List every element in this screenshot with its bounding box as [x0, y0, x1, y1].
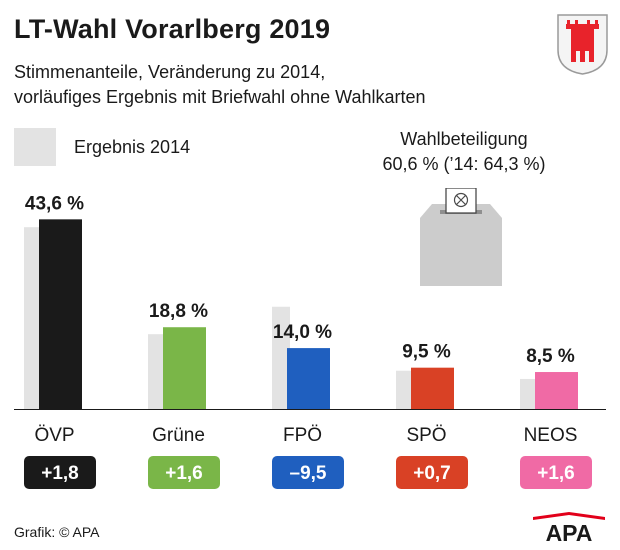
chart-subtitle-line-1: Stimmenanteile, Veränderung zu 2014, [14, 62, 326, 82]
vorarlberg-crest-icon [557, 14, 608, 75]
chart-subtitle-line-2: vorläufiges Ergebnis mit Briefwahl ohne … [14, 87, 426, 107]
bar-2014-oevp [24, 227, 42, 409]
bar-2019-gruene [163, 327, 206, 409]
value-label-neos: 8,5 % [526, 346, 575, 367]
legend-label-2014: Ergebnis 2014 [74, 137, 191, 157]
value-label-gruene: 18,8 % [149, 301, 208, 322]
change-label-gruene: +1,6 [165, 463, 203, 484]
change-badge-oevp [24, 456, 96, 489]
change-badge-gruene [148, 456, 220, 489]
chart-title: LT-Wahl Vorarlberg 2019 [14, 14, 331, 44]
change-badge-spoe [396, 456, 468, 489]
category-label-neos: NEOS [524, 425, 578, 446]
category-label-oevp: ÖVP [34, 425, 74, 446]
bar-2014-neos [520, 378, 538, 409]
crest-banner [566, 20, 599, 62]
turnout-title: Wahlbeteiligung [400, 129, 528, 149]
bar-2014-fpoe [272, 306, 290, 409]
value-label-spoe: 9,5 % [402, 342, 451, 363]
value-label-oevp: 43,6 % [25, 193, 84, 214]
apa-logo-icon: APA [533, 512, 605, 542]
legend-swatch-2014 [14, 128, 56, 166]
bar-2019-spoe [411, 367, 454, 409]
change-badge-neos [520, 456, 592, 489]
bar-2019-neos [535, 372, 578, 409]
change-badge-fpoe [272, 456, 344, 489]
footer-credit: Grafik: © APA [14, 524, 100, 540]
turnout-value: 60,6 % (’14: 64,3 %) [382, 154, 546, 174]
value-label-fpoe: 14,0 % [273, 322, 332, 343]
bar-2019-oevp [39, 219, 82, 409]
category-label-fpoe: FPÖ [283, 425, 322, 446]
change-label-fpoe: –9,5 [290, 463, 327, 484]
ballot-box-icon [420, 188, 502, 286]
category-label-spoe: SPÖ [406, 425, 446, 446]
apa-logo-text: APA [546, 520, 593, 542]
change-label-oevp: +1,8 [41, 463, 79, 484]
category-label-gruene: Grüne [152, 425, 205, 446]
bar-2014-gruene [148, 334, 166, 409]
change-label-neos: +1,6 [537, 463, 575, 484]
change-label-spoe: +0,7 [413, 463, 451, 484]
bar-chart: 43,6 % ÖVP +1,8 18,8 % Grüne +1,6 14,0 % FPÖ –9,… [14, 193, 606, 489]
bar-2014-spoe [396, 370, 414, 409]
bar-2019-fpoe [287, 348, 330, 409]
